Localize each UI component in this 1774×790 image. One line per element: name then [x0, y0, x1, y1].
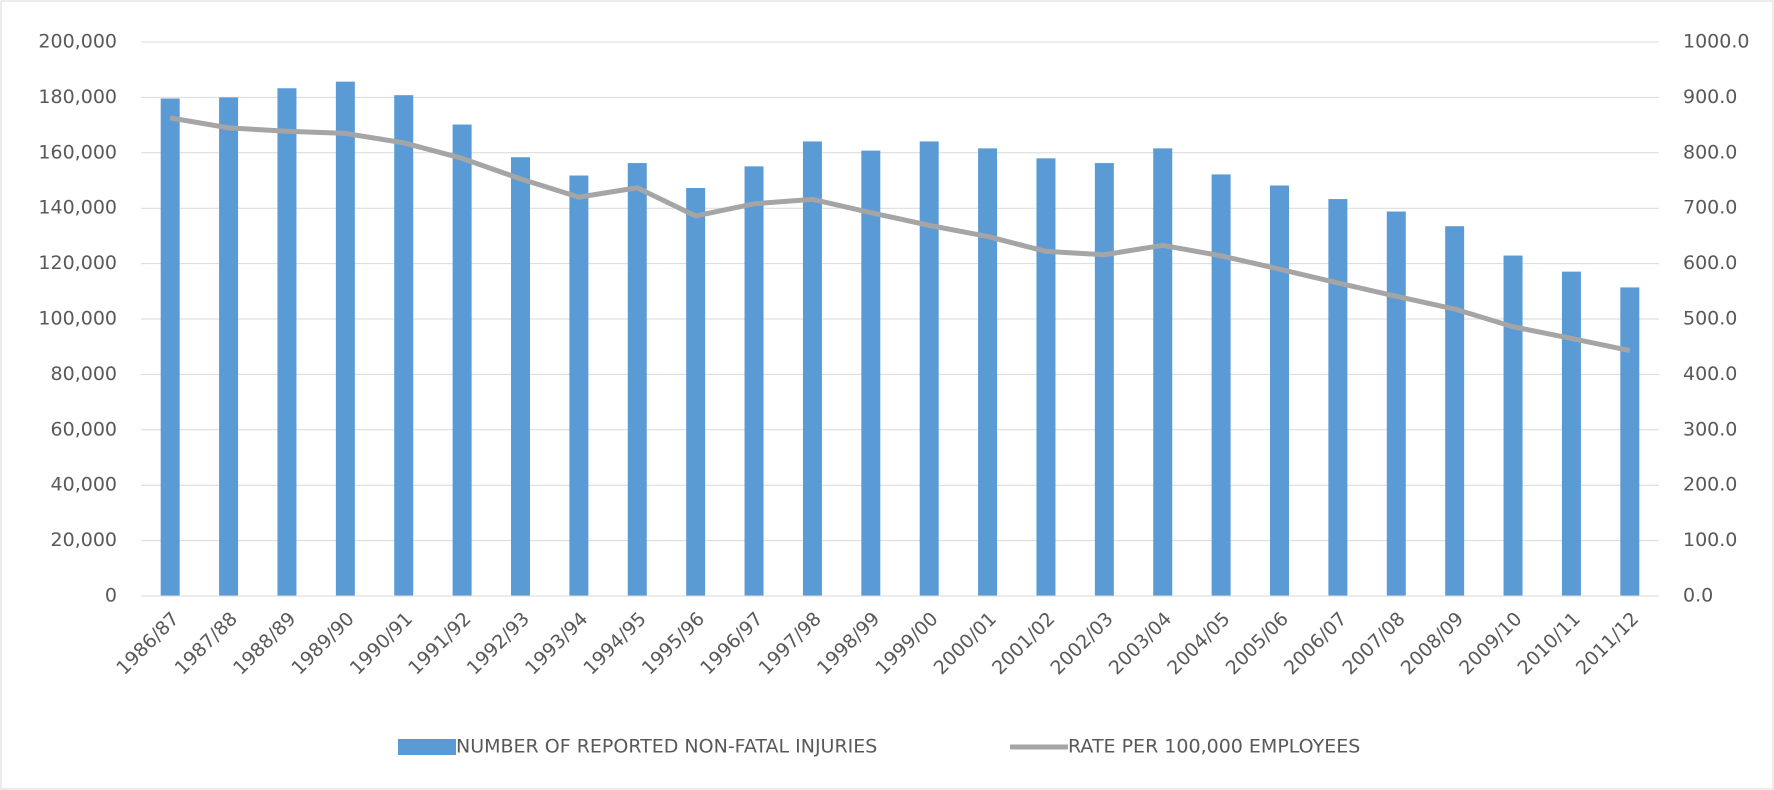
bar — [1620, 287, 1640, 596]
legend-swatch — [398, 739, 456, 755]
y-tick-label: 200,000 — [38, 31, 117, 53]
bar — [1211, 174, 1231, 596]
y2-tick-label: 200.0 — [1683, 474, 1737, 496]
bar — [1328, 199, 1348, 596]
bar — [1503, 255, 1523, 596]
bar — [1094, 163, 1114, 596]
bar — [919, 141, 939, 596]
y-tick-label: 20,000 — [51, 529, 117, 551]
bar — [1270, 185, 1289, 596]
bar — [335, 81, 355, 596]
bar — [1561, 271, 1581, 596]
bar — [569, 175, 589, 596]
bar — [1153, 148, 1173, 597]
bar — [1445, 226, 1465, 596]
y-tick-label: 140,000 — [38, 197, 117, 219]
y-tick-label: 80,000 — [51, 363, 117, 385]
bar — [277, 88, 297, 596]
bar — [452, 124, 472, 597]
bar — [394, 95, 414, 597]
y2-tick-label: 0.0 — [1683, 585, 1713, 607]
y-tick-label: 180,000 — [38, 86, 117, 108]
bar — [861, 150, 881, 597]
y-tick-label: 120,000 — [38, 252, 117, 274]
bar — [1036, 158, 1056, 596]
bar — [627, 163, 647, 596]
legend-label: RATE PER 100,000 EMPLOYEES — [1068, 736, 1360, 758]
bar — [1386, 211, 1406, 597]
bar — [802, 141, 822, 596]
y2-tick-label: 900.0 — [1683, 86, 1737, 108]
bar — [219, 97, 239, 597]
bar — [744, 166, 764, 597]
y-tick-label: 0 — [105, 585, 117, 607]
bar — [160, 98, 180, 597]
y-tick-label: 60,000 — [51, 418, 117, 440]
y-tick-label: 100,000 — [38, 308, 117, 330]
bar — [686, 187, 706, 596]
y2-tick-label: 400.0 — [1683, 363, 1737, 385]
y2-tick-label: 700.0 — [1683, 197, 1737, 219]
legend-label: NUMBER OF REPORTED NON-FATAL INJURIES — [456, 736, 877, 758]
y2-tick-label: 800.0 — [1683, 141, 1737, 163]
y2-tick-label: 500.0 — [1683, 308, 1737, 330]
bar — [978, 148, 998, 597]
bar — [511, 157, 530, 596]
y2-tick-label: 1000.0 — [1683, 31, 1749, 53]
y-tick-label: 40,000 — [51, 474, 117, 496]
line — [169, 115, 1631, 354]
y2-tick-label: 100.0 — [1683, 529, 1737, 551]
y2-tick-label: 300.0 — [1683, 418, 1737, 440]
y-tick-label: 160,000 — [38, 141, 117, 163]
y2-tick-label: 600.0 — [1683, 252, 1737, 274]
